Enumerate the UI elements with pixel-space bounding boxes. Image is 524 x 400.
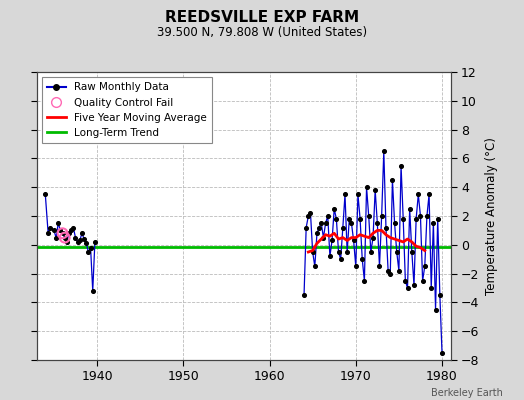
Point [54,220,62,226]
Point [421,263,429,270]
Point [323,213,332,219]
Point [433,216,442,222]
Point [52,234,60,241]
Point [427,285,435,291]
Point [302,224,310,231]
Point [84,249,93,255]
Point [367,249,375,255]
Point [304,213,312,219]
Point [300,292,308,298]
Point [435,292,444,298]
Point [89,288,97,294]
Point [363,184,371,190]
Point [56,227,64,234]
Point [41,191,49,198]
Point [408,249,416,255]
Point [390,220,399,226]
Point [375,263,384,270]
Point [356,216,364,222]
Point [326,253,334,260]
Point [91,239,99,245]
Point [321,220,330,226]
Point [369,234,377,241]
Point [392,249,401,255]
Point [403,285,412,291]
Point [365,213,373,219]
Point [382,224,390,231]
Point [69,224,78,231]
Point [371,187,379,193]
Point [386,270,395,277]
Point [379,148,388,154]
Point [67,227,75,234]
Text: Berkeley Earth: Berkeley Earth [431,388,503,398]
Point [373,220,381,226]
Point [360,278,368,284]
Point [397,162,405,169]
Point [71,234,80,241]
Point [377,213,386,219]
Point [438,350,446,356]
Point [313,230,321,236]
Point [341,191,349,198]
Point [44,230,52,236]
Point [399,216,407,222]
Point [431,306,440,313]
Point [334,249,343,255]
Point [60,234,69,241]
Point [410,282,418,288]
Text: 39.500 N, 79.808 W (United States): 39.500 N, 79.808 W (United States) [157,26,367,39]
Point [339,224,347,231]
Point [384,268,392,274]
Point [358,256,366,262]
Point [412,216,420,222]
Point [330,206,339,212]
Point [423,213,431,219]
Point [73,239,82,245]
Point [332,216,341,222]
Point [328,237,336,244]
Point [425,191,433,198]
Point [50,227,58,234]
Point [307,210,315,216]
Point [86,244,95,251]
Point [429,220,438,226]
Point [350,237,358,244]
Text: REEDSVILLE EXP FARM: REEDSVILLE EXP FARM [165,10,359,25]
Point [317,220,325,226]
Point [343,249,352,255]
Point [345,216,354,222]
Point [401,278,410,284]
Point [58,230,67,236]
Point [311,263,319,270]
Point [319,234,328,241]
Point [75,237,84,244]
Point [336,256,345,262]
Point [315,224,323,231]
Point [419,278,427,284]
Point [58,230,67,236]
Point [60,234,69,241]
Point [80,236,89,242]
Point [414,191,422,198]
Point [388,177,397,183]
Point [63,239,71,245]
Point [406,206,414,212]
Point [309,249,317,255]
Point [78,230,86,236]
Point [347,220,356,226]
Y-axis label: Temperature Anomaly (°C): Temperature Anomaly (°C) [485,137,498,295]
Point [65,230,73,236]
Point [352,263,360,270]
Point [354,191,362,198]
Point [395,268,403,274]
Point [416,213,424,219]
Legend: Raw Monthly Data, Quality Control Fail, Five Year Moving Average, Long-Term Tren: Raw Monthly Data, Quality Control Fail, … [42,77,212,143]
Point [82,240,91,246]
Point [46,224,54,231]
